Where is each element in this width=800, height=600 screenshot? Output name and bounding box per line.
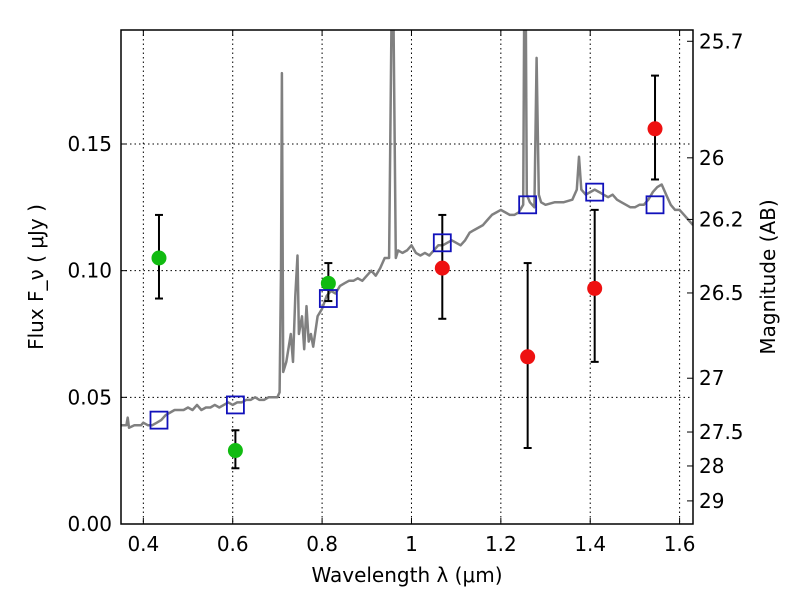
- y2-axis-title: Magnitude (AB): [756, 199, 780, 354]
- model-spectrum: [121, 30, 693, 429]
- data-point: [320, 275, 336, 291]
- y-tick-label: 0.05: [67, 385, 112, 409]
- y2-tick-label: 28: [699, 454, 724, 478]
- x-tick-label: 1: [405, 532, 418, 556]
- y2-tick-label: 27.5: [699, 420, 744, 444]
- model-photometry-point: [149, 410, 169, 430]
- y-axis-title: Flux F_ν ( μJy ): [24, 204, 48, 350]
- y-tick-label: 0.00: [67, 512, 112, 536]
- y2-tick-label: 26: [699, 146, 724, 170]
- data-point: [434, 260, 450, 276]
- y2-tick-label: 29: [699, 489, 724, 513]
- model-photometry-point: [225, 395, 245, 415]
- x-tick-label: 1.4: [574, 532, 606, 556]
- y2-tick-label: 25.7: [699, 29, 744, 53]
- tick-labels: 0.4 0.6 0.8 1 1.2 1.4 1.6 0.00 0.05 0.10 0.15 25.7 2…: [67, 29, 743, 556]
- data-point: [647, 121, 663, 137]
- x-tick-label: 0.8: [306, 532, 338, 556]
- ticks: [121, 30, 693, 525]
- x-tick-label: 1.2: [485, 532, 517, 556]
- data-point: [520, 349, 536, 365]
- y-tick-label: 0.10: [67, 259, 112, 283]
- data-markers: [149, 121, 665, 459]
- model-spectrum-line: [121, 30, 693, 429]
- model-photometry-point: [318, 289, 338, 308]
- y2-tick-label: 26.2: [699, 207, 744, 231]
- model-photometry-point: [432, 233, 452, 253]
- model-photometry-point: [518, 195, 538, 215]
- x-tick-label: 1.6: [664, 532, 696, 556]
- x-tick-label: 0.6: [217, 532, 249, 556]
- x-tick-label: 0.4: [127, 532, 159, 556]
- plot-frame: [120, 29, 694, 525]
- data-point: [587, 280, 603, 296]
- y-tick-label: 0.15: [67, 132, 112, 156]
- model-photometry-point: [645, 195, 665, 215]
- model-photometry-point: [585, 182, 605, 202]
- y2-tick-label: 26.5: [699, 281, 744, 305]
- y2-tick-label: 27: [699, 366, 724, 390]
- x-axis-title: Wavelength λ (μm): [311, 563, 502, 587]
- error-bars: [154, 74, 660, 470]
- data-point: [151, 250, 167, 266]
- grid: [121, 30, 693, 524]
- data-point: [227, 443, 243, 459]
